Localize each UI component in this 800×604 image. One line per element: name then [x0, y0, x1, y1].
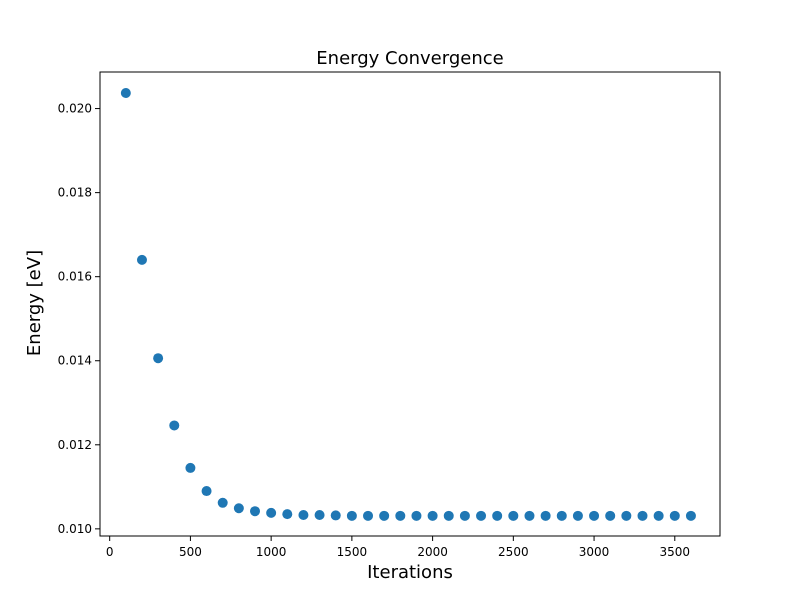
data-point: [346, 510, 357, 521]
y-tick-label: 0.020: [58, 102, 92, 116]
plot-area: 0 500 1000 1500 2000 2500 3000 3500 0.010 0.012 0.…: [58, 71, 721, 559]
data-point: [605, 510, 616, 521]
data-point: [136, 254, 147, 265]
data-point: [443, 510, 454, 521]
y-tick-label: 0.014: [58, 354, 92, 368]
data-point: [589, 510, 600, 521]
data-point: [314, 509, 325, 520]
data-point: [524, 510, 535, 521]
data-point: [411, 510, 422, 521]
data-point: [363, 510, 374, 521]
y-tick-label: 0.010: [58, 522, 92, 536]
data-point: [201, 486, 212, 497]
x-tick-label: 1500: [337, 545, 368, 559]
data-point: [395, 510, 406, 521]
data-point: [459, 510, 470, 521]
data-point: [330, 510, 341, 521]
data-point: [669, 510, 680, 521]
data-point: [169, 420, 180, 431]
data-point: [653, 510, 664, 521]
data-point: [685, 510, 696, 521]
data-point: [492, 510, 503, 521]
y-axis-label: Energy [eV]: [24, 250, 45, 356]
data-point: [185, 462, 196, 473]
plot-frame: [99, 71, 721, 537]
data-point: [266, 507, 277, 518]
data-point: [379, 510, 390, 521]
y-tick-label: 0.012: [58, 438, 92, 452]
data-point: [621, 510, 632, 521]
data-point: [217, 497, 228, 508]
data-point: [120, 88, 131, 99]
data-point: [572, 510, 583, 521]
data-point: [427, 510, 438, 521]
x-tick-label: 500: [179, 545, 202, 559]
data-point: [233, 503, 244, 514]
y-tick-label: 0.018: [58, 186, 92, 200]
data-point: [508, 510, 519, 521]
x-tick-label: 2000: [417, 545, 448, 559]
data-point: [540, 510, 551, 521]
data-point: [282, 509, 293, 520]
x-tick-label: 3000: [579, 545, 610, 559]
data-point: [153, 353, 164, 364]
data-point: [637, 510, 648, 521]
x-tick-label: 2500: [498, 545, 529, 559]
x-axis-label: Iterations: [367, 562, 453, 583]
data-point: [250, 506, 260, 517]
x-tick-label: 3500: [660, 545, 691, 559]
data-point: [298, 509, 309, 520]
chart-title: Energy Convergence: [316, 48, 503, 69]
x-tick-label: 1000: [256, 545, 287, 559]
data-point: [476, 510, 487, 521]
y-tick-label: 0.016: [58, 270, 92, 284]
data-point: [556, 510, 567, 521]
x-tick-label: 0: [106, 545, 114, 559]
